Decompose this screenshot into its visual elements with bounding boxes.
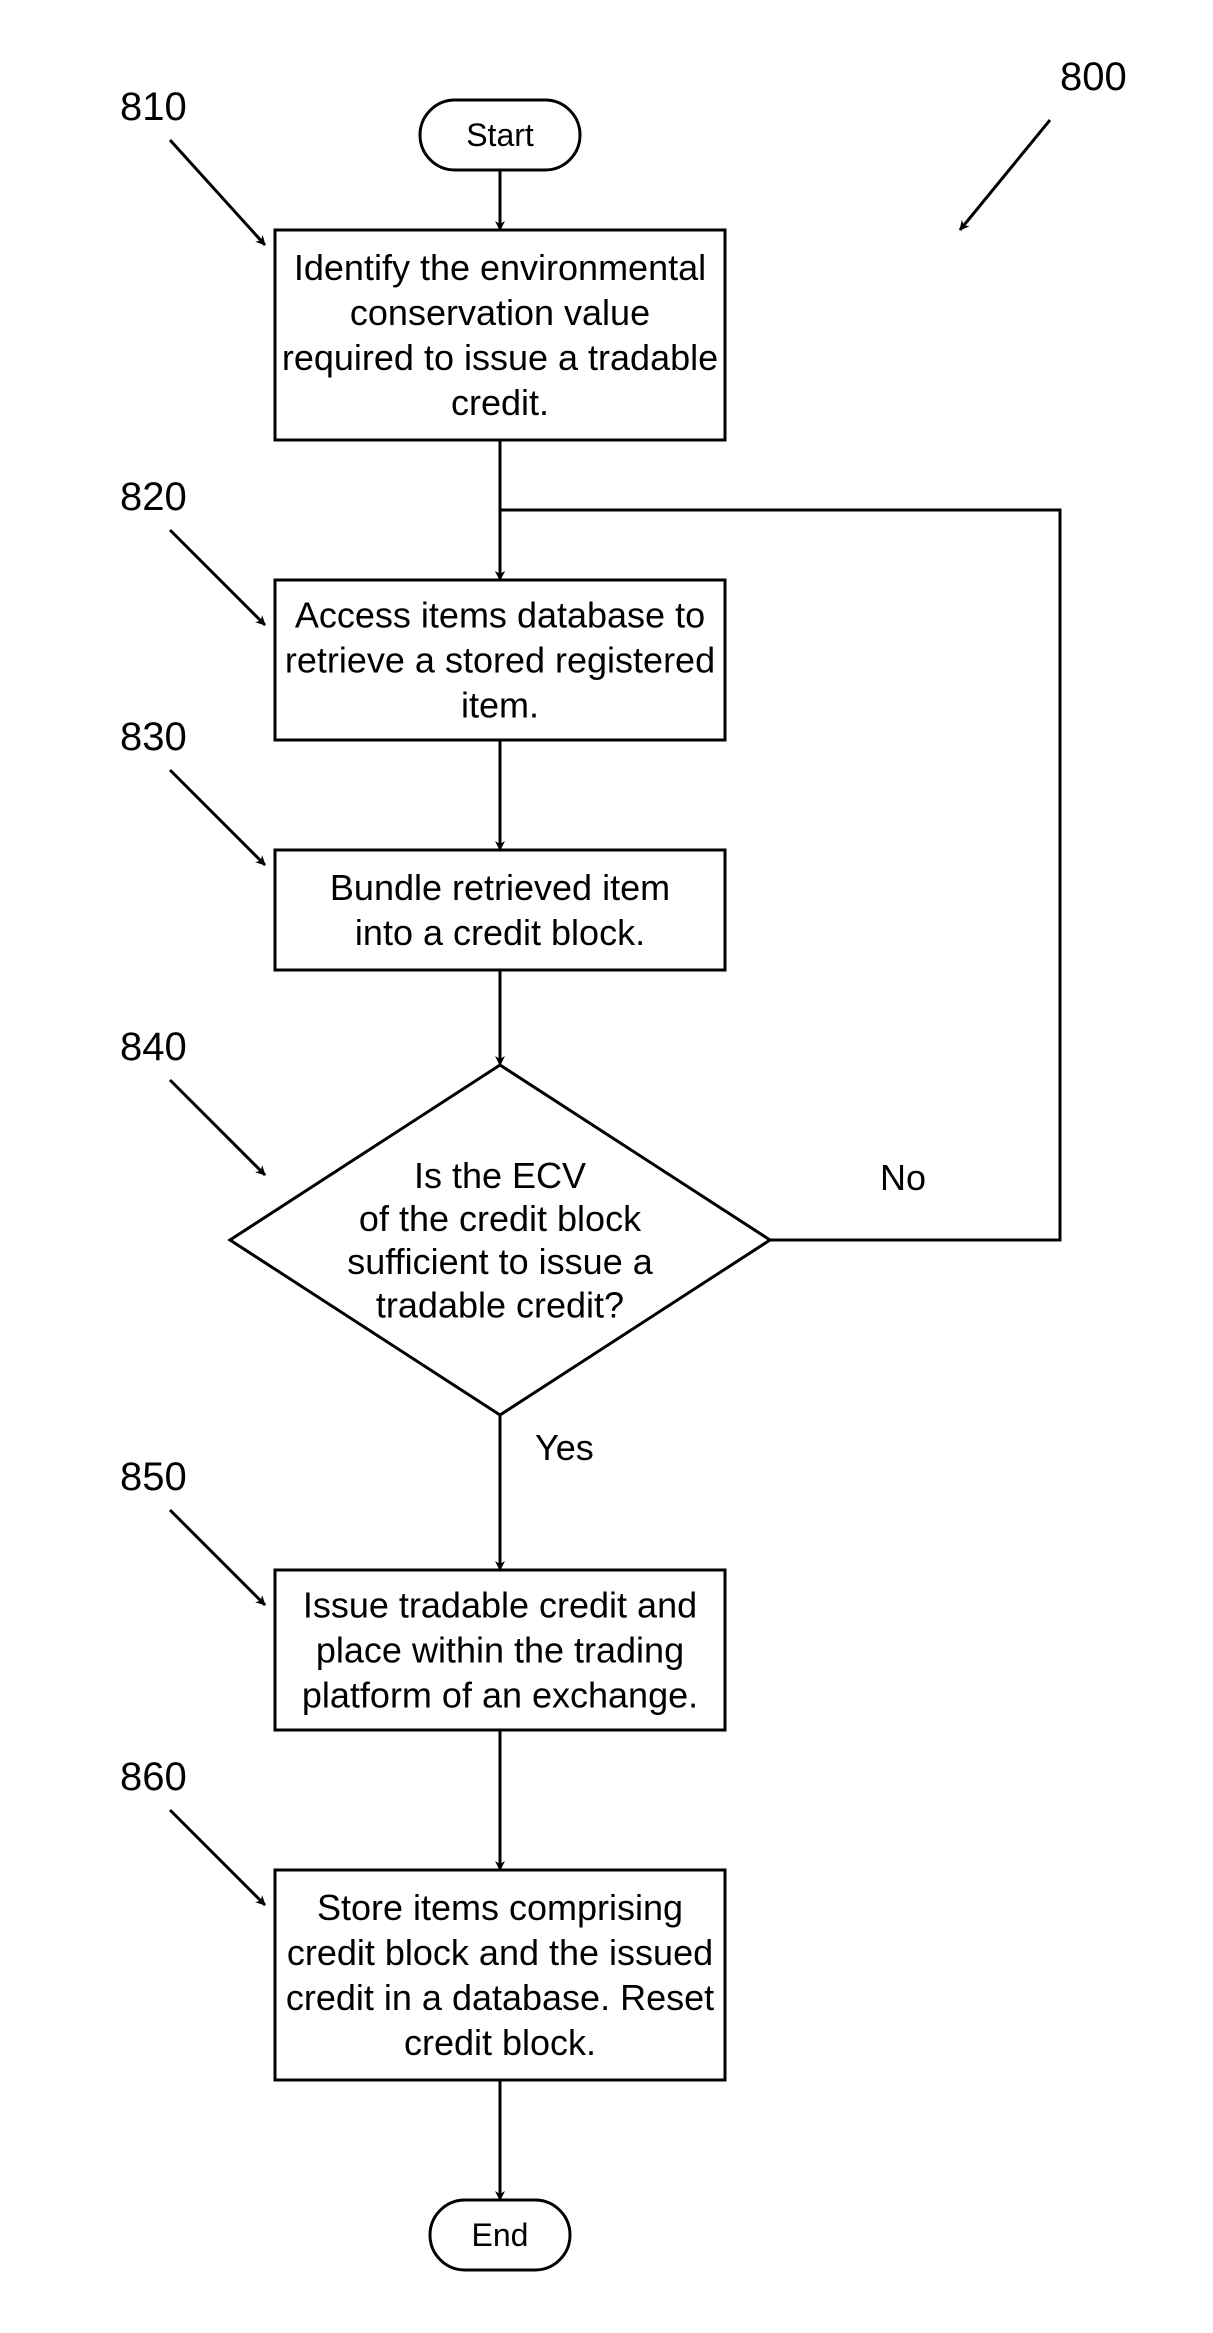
ref-label-830: 830 xyxy=(120,715,187,759)
ref-arrow-800 xyxy=(960,120,1050,230)
decision-840 xyxy=(230,1065,770,1415)
ref-arrow-830 xyxy=(170,770,265,865)
ref-label-820: 820 xyxy=(120,475,187,519)
process-text-820: Access items database toretrieve a store… xyxy=(285,595,715,726)
process-text-850: Issue tradable credit andplace within th… xyxy=(302,1585,698,1716)
ref-label-860: 860 xyxy=(120,1755,187,1799)
process-text-860: Store items comprisingcredit block and t… xyxy=(286,1887,714,2063)
ref-label-810: 810 xyxy=(120,85,187,129)
ref-label-800: 800 xyxy=(1060,55,1127,99)
decision-label-yes: Yes xyxy=(535,1427,594,1468)
ref-arrow-860 xyxy=(170,1810,265,1905)
process-text-810: Identify the environmentalconservation v… xyxy=(282,247,718,423)
terminator-end-label: End xyxy=(472,2217,529,2253)
ref-arrow-810 xyxy=(170,140,265,245)
ref-arrow-850 xyxy=(170,1510,265,1605)
decision-text-840: Is the ECVof the credit blocksufficient … xyxy=(347,1155,653,1326)
ref-arrow-840 xyxy=(170,1080,265,1175)
decision-label-no: No xyxy=(880,1157,926,1198)
process-text-830: Bundle retrieved iteminto a credit block… xyxy=(330,867,670,953)
ref-label-850: 850 xyxy=(120,1455,187,1499)
flowchart-canvas: Start End 800 810 Identify the environmental… xyxy=(0,0,1213,2328)
ref-arrow-820 xyxy=(170,530,265,625)
terminator-start-label: Start xyxy=(466,117,534,153)
ref-label-840: 840 xyxy=(120,1025,187,1069)
